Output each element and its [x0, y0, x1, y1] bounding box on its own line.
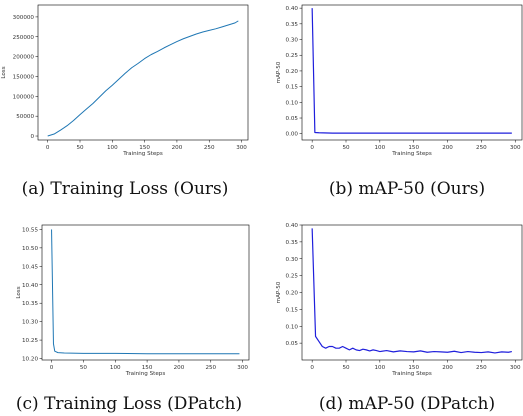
caption-d: (d) mAP-50 (DPatch) [319, 394, 495, 414]
x-tick-label: 100 [375, 365, 386, 371]
y-tick-label: 250000 [13, 35, 35, 41]
x-tick-label: 300 [236, 145, 247, 151]
y-tick-label: 0.35 [286, 240, 299, 246]
y-tick-label: 0.40 [286, 6, 299, 12]
y-axis-label: mAP-50 [276, 281, 282, 303]
y-tick-label: 0.15 [286, 85, 299, 91]
x-tick-label: 200 [442, 145, 453, 151]
x-tick-label: 0 [310, 365, 314, 371]
axes-frame [301, 224, 523, 361]
series-line [51, 229, 240, 355]
x-axis-label: Training Steps [391, 371, 432, 377]
x-tick-label: 100 [375, 145, 386, 151]
y-tick-label: 50000 [16, 114, 34, 120]
series-line [47, 20, 239, 137]
y-tick-label: 0.30 [286, 257, 299, 263]
x-tick-label: 50 [80, 365, 88, 371]
y-tick-label: 10.20 [22, 357, 38, 363]
x-tick-label: 50 [76, 145, 84, 151]
x-tick-label: 300 [510, 145, 521, 151]
x-tick-label: 200 [442, 365, 453, 371]
x-tick-label: 0 [50, 365, 54, 371]
x-tick-label: 250 [205, 365, 216, 371]
x-tick-label: 100 [110, 365, 121, 371]
caption-b: (b) mAP-50 (Ours) [329, 179, 485, 199]
y-tick-label: 10.35 [22, 301, 38, 307]
x-tick-label: 100 [107, 145, 118, 151]
y-tick-label: 200000 [13, 55, 35, 61]
x-tick-label: 0 [46, 145, 50, 151]
x-tick-label: 150 [408, 145, 419, 151]
x-tick-label: 200 [172, 145, 183, 151]
axes-frame [41, 224, 250, 361]
series-line [311, 228, 512, 354]
x-tick-label: 250 [204, 145, 215, 151]
panel-c-training-loss-dpatch: 0 50 100 150 200 250 300 10.20 10.25 10.30 10.35 10… [16, 224, 250, 377]
x-tick-label: 250 [476, 365, 487, 371]
y-tick-label: 10.55 [22, 227, 38, 233]
y-tick-label: 0.35 [286, 22, 299, 28]
x-tick-label: 300 [510, 365, 521, 371]
x-tick-label: 50 [342, 365, 350, 371]
x-axis-label: Training Steps [125, 371, 166, 377]
y-tick-label: 0.15 [286, 307, 299, 313]
y-axis-label: Loss [1, 66, 7, 78]
panel-a-training-loss-ours: 0 50 100 150 200 250 300 0 50000 100000 150000 2000… [1, 4, 249, 157]
panel-d-map50-dpatch: 0 50 100 150 200 250 300 0.05 0.10 0.15 0.20 0.25 0.… [276, 223, 523, 377]
y-tick-label: 0.25 [286, 53, 299, 59]
y-tick-label: 0.20 [286, 69, 299, 75]
x-axis-label: Training Steps [122, 151, 163, 157]
y-tick-label: 0.40 [286, 223, 299, 229]
x-axis-label: Training Steps [391, 151, 432, 157]
y-tick-label: 300000 [13, 15, 35, 21]
y-tick-label: 100000 [13, 94, 35, 100]
y-tick-label: 0.10 [286, 100, 299, 106]
y-tick-label: 0.10 [286, 324, 299, 330]
axes-frame [37, 4, 249, 141]
y-tick-label: 0.30 [286, 38, 299, 44]
y-tick-label: 10.45 [22, 264, 38, 270]
x-tick-label: 0 [310, 145, 314, 151]
y-tick-label: 10.30 [22, 320, 38, 326]
x-tick-label: 200 [174, 365, 185, 371]
y-axis-label: Loss [16, 286, 22, 298]
y-tick-label: 0.20 [286, 291, 299, 297]
y-tick-label: 10.50 [22, 246, 38, 252]
x-tick-label: 300 [237, 365, 248, 371]
y-tick-label: 10.25 [22, 338, 38, 344]
y-tick-label: 150000 [13, 74, 35, 80]
x-tick-label: 150 [408, 365, 419, 371]
y-tick-label: 0.05 [286, 341, 299, 347]
x-tick-label: 150 [139, 145, 150, 151]
x-tick-label: 150 [142, 365, 153, 371]
y-axis-label: mAP-50 [276, 61, 282, 83]
series-line [311, 8, 512, 134]
y-tick-label: 10.40 [22, 283, 38, 289]
y-tick-label: 0.25 [286, 274, 299, 280]
x-tick-label: 250 [476, 145, 487, 151]
x-tick-label: 50 [342, 145, 350, 151]
panel-b-map50-ours: 0 50 100 150 200 250 300 0.00 0.05 0.10 0.15 0.20 0.… [276, 4, 523, 157]
caption-a: (a) Training Loss (Ours) [22, 179, 229, 199]
y-tick-label: 0.00 [286, 132, 299, 138]
y-tick-label: 0 [30, 134, 34, 140]
y-tick-label: 0.05 [286, 116, 299, 122]
axes-frame [301, 4, 523, 141]
caption-c: (c) Training Loss (DPatch) [16, 394, 242, 414]
